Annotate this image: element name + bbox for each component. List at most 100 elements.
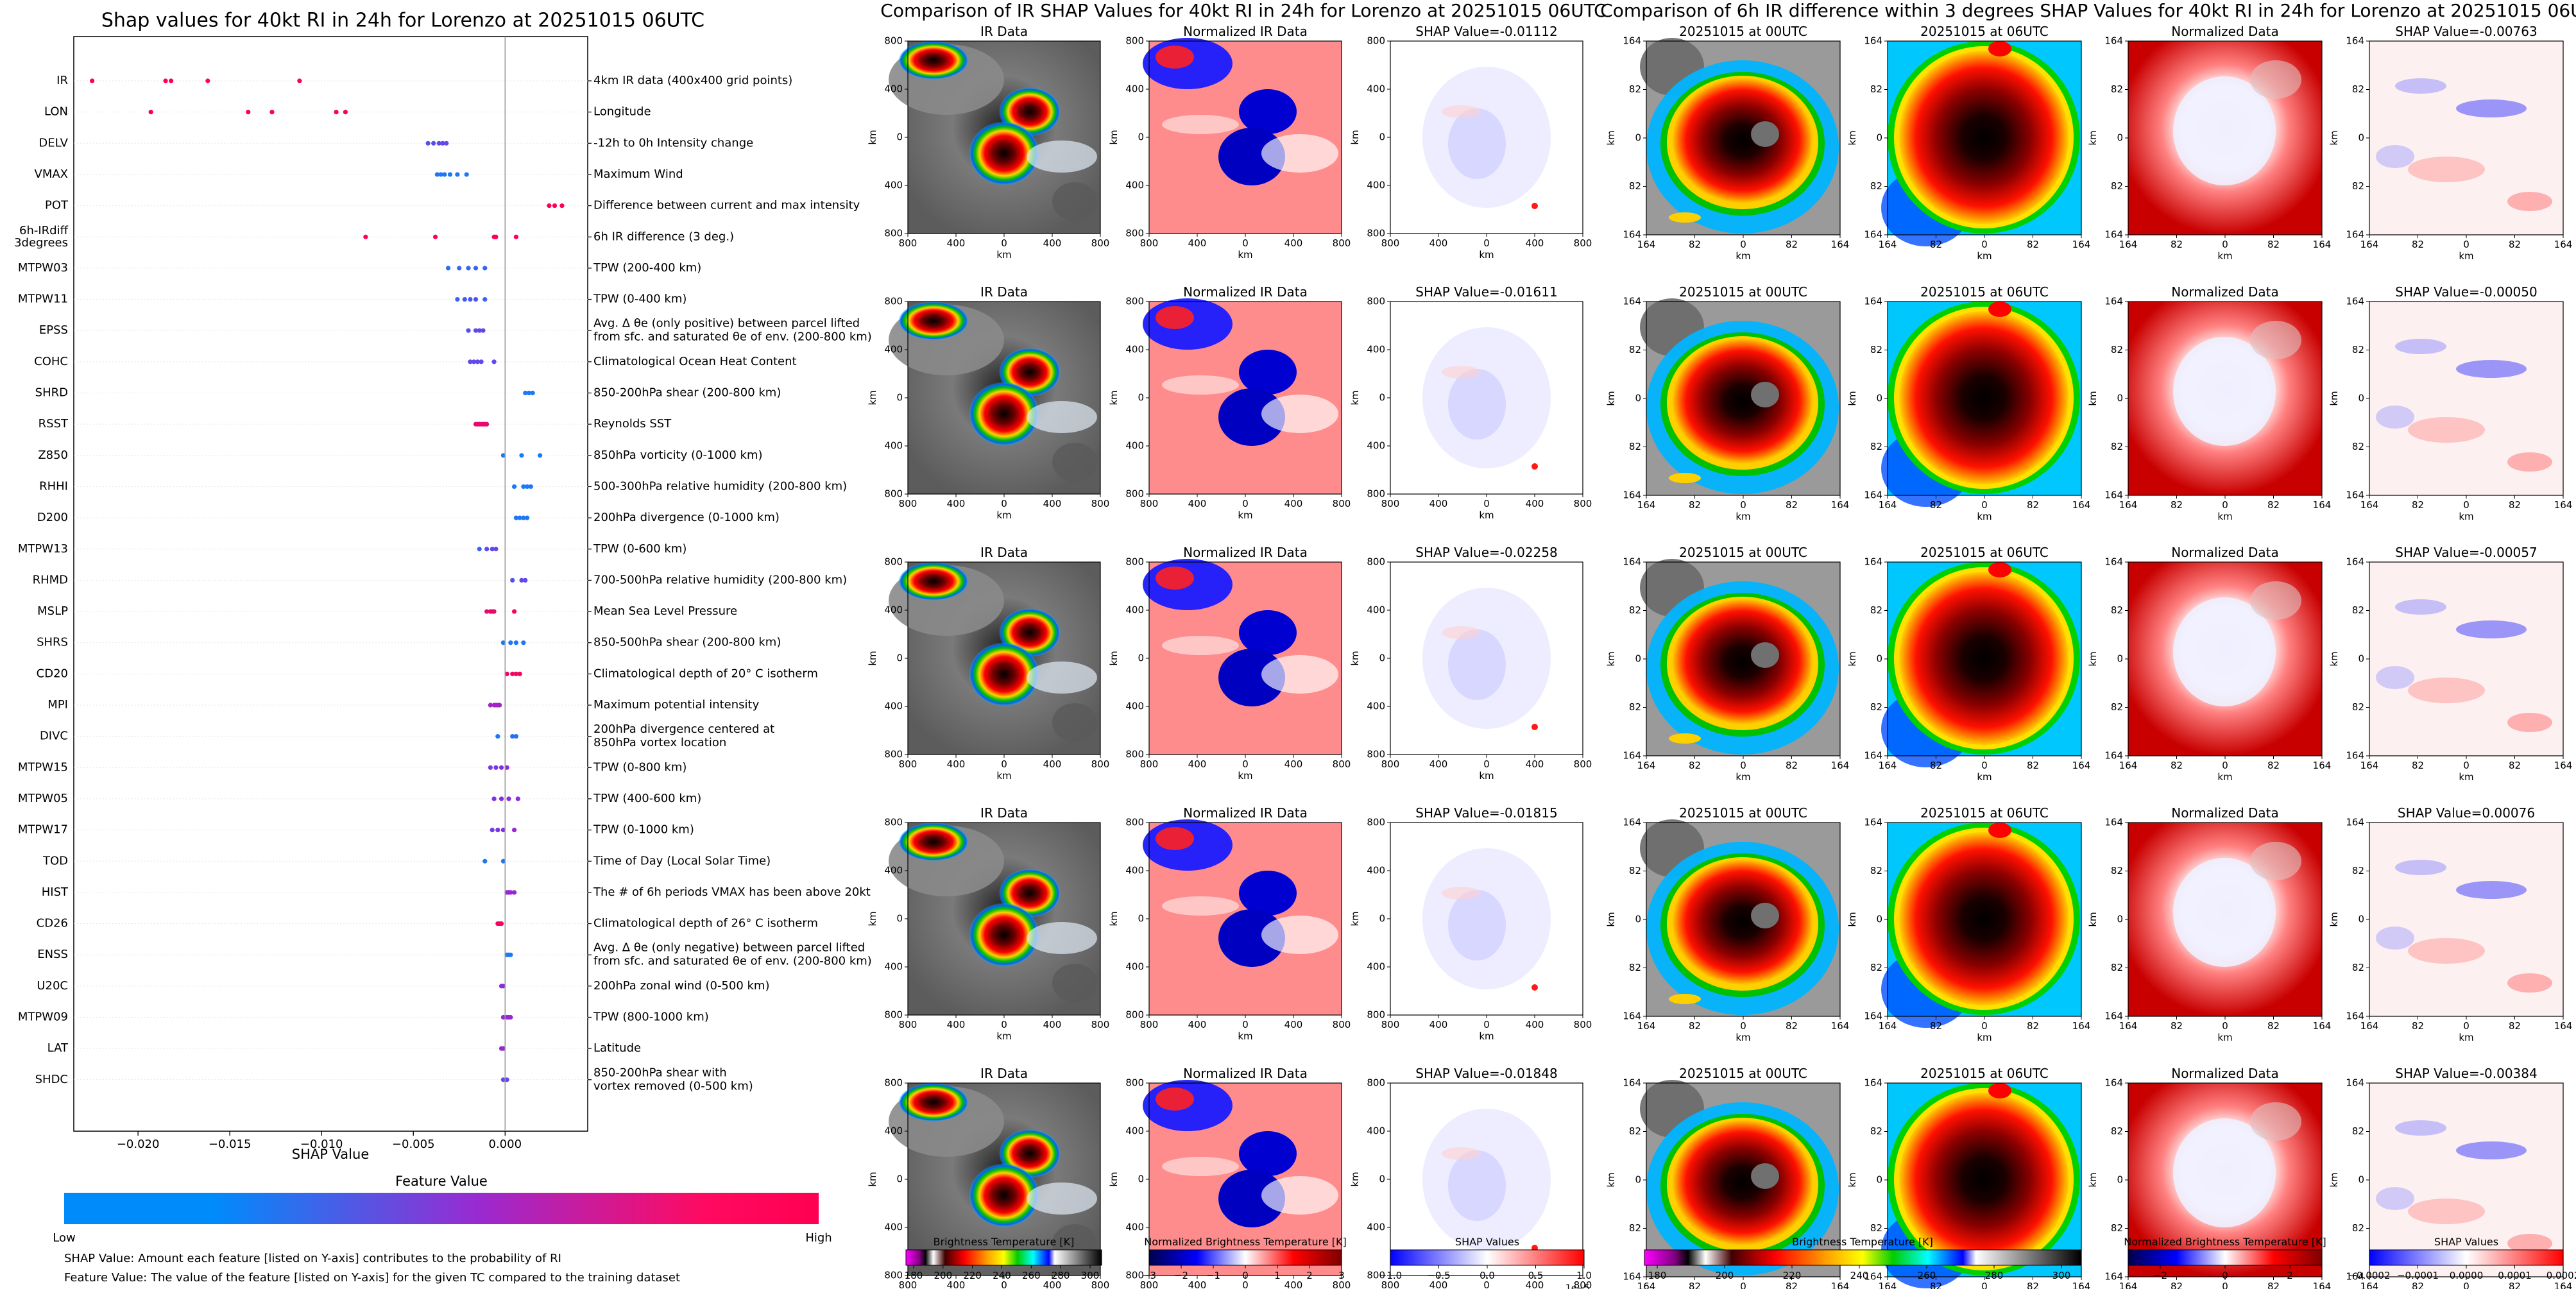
ytick-label: 82 bbox=[1870, 344, 1882, 355]
ytick-label: 800 bbox=[1367, 228, 1385, 239]
shap-point bbox=[482, 858, 488, 864]
feature-description: TPW (0-800 km) bbox=[593, 760, 687, 774]
image-feature bbox=[1669, 994, 1701, 1004]
xtick-label: 800 bbox=[1381, 1019, 1400, 1030]
x-axis-label: km bbox=[1479, 1030, 1494, 1042]
feature-row: Z850 850hPa vorticity (0-1000 km) bbox=[38, 448, 762, 462]
diff-panel-grid: 20251015 at 00UTC 164 164 82 82 0 0 82 82 164 164 k… bbox=[1605, 24, 2572, 1289]
image-feature bbox=[1218, 1170, 1285, 1227]
x-axis-label: km bbox=[1736, 511, 1750, 522]
colorbar-tick-label: 280 bbox=[1052, 1270, 1070, 1281]
ytick-label: 0 bbox=[1138, 913, 1144, 925]
panel-title: SHAP Value=-0.00384 bbox=[2395, 1066, 2537, 1081]
xtick-label: 82 bbox=[1930, 1020, 1942, 1032]
ir-comparison-section: Comparison of IR SHAP Values for 40kt RI… bbox=[867, 0, 1607, 1289]
diff-00utc-panel: 20251015 at 00UTC1641648282008282164164k… bbox=[1605, 284, 1849, 522]
ytick-label: 82 bbox=[1629, 441, 1641, 452]
panel-title: SHAP Value=-0.00763 bbox=[2395, 24, 2537, 39]
feature-row: CD20 Climatological depth of 20° C isothe… bbox=[37, 667, 818, 680]
shap-point bbox=[442, 172, 447, 177]
xtick-label: 400 bbox=[1284, 1019, 1303, 1030]
feature-description: Maximum Wind bbox=[593, 167, 683, 181]
ytick-label: 82 bbox=[1629, 701, 1641, 713]
x-axis-label: km bbox=[2217, 250, 2232, 262]
xtick-label: 0 bbox=[2222, 1020, 2228, 1032]
image-feature bbox=[1669, 733, 1701, 744]
shap-point bbox=[491, 609, 497, 614]
xtick-label: 164 bbox=[2119, 1020, 2138, 1032]
xtick-label: 82 bbox=[2267, 239, 2280, 250]
xtick-label: 164 bbox=[2072, 1020, 2091, 1032]
ytick-label: 0 bbox=[1876, 914, 1882, 925]
y-axis-label: km bbox=[2087, 391, 2099, 405]
panel-title: 20251015 at 00UTC bbox=[1679, 24, 1807, 39]
xtick-label: 164 bbox=[1879, 1020, 1897, 1032]
y-axis-label: km bbox=[1847, 651, 1858, 666]
xtick-label: 164 bbox=[2313, 499, 2332, 511]
diff-colorbar: Brightness Temperature [K] 180 200 220 240 26… bbox=[1644, 1236, 2081, 1281]
ytick-label: 164 bbox=[2346, 1011, 2364, 1022]
shap-point bbox=[462, 296, 467, 302]
xtick-label: 164 bbox=[2554, 499, 2573, 511]
panel-title: 20251015 at 00UTC bbox=[1679, 284, 1807, 300]
ir-shap-panel: SHAP Value=-0.01112800800400400004004008… bbox=[1349, 24, 1592, 260]
shap-point bbox=[521, 640, 526, 645]
image-feature bbox=[1672, 338, 1813, 464]
colorbar-tick-label: −0.5 bbox=[1427, 1270, 1450, 1281]
xtick-label: 82 bbox=[2509, 1281, 2521, 1289]
image-feature bbox=[2376, 145, 2414, 168]
xtick-label: 0 bbox=[2463, 1281, 2469, 1289]
y-axis-label: km bbox=[2328, 651, 2340, 666]
ytick-label: 0 bbox=[896, 392, 903, 404]
feature-description: -12h to 0h Intensity change bbox=[593, 136, 753, 149]
ytick-label: 164 bbox=[1623, 35, 1641, 47]
xtick-label: 0 bbox=[1740, 499, 1746, 511]
xtick-label: 800 bbox=[1140, 1019, 1159, 1030]
ytick-label: 164 bbox=[1864, 817, 1882, 828]
x-axis-label: km bbox=[1977, 511, 1992, 522]
ytick-label: 82 bbox=[1629, 180, 1641, 192]
diff-normalized-panel: Normalized Data1641648282008282164164kmk… bbox=[2087, 805, 2331, 1043]
feature-name: LON bbox=[44, 105, 68, 119]
ytick-label: 400 bbox=[884, 440, 903, 452]
image-feature bbox=[1988, 1083, 2011, 1098]
shap-x-ticks: −0.020 −0.015 −0.010 −0.005 0.000 bbox=[117, 1131, 522, 1151]
shap-point bbox=[508, 1014, 513, 1020]
ytick-label: 164 bbox=[2104, 817, 2123, 828]
ytick-label: 164 bbox=[1623, 1011, 1641, 1022]
feature-row: RSST Reynolds SST bbox=[38, 417, 672, 431]
xtick-label: 800 bbox=[1574, 1279, 1592, 1289]
y-axis-label: km bbox=[1847, 912, 1858, 926]
image-feature bbox=[1899, 832, 2068, 1005]
feature-row: CD26 Climatological depth of 26° C isothe… bbox=[37, 917, 818, 930]
panel-title: 20251015 at 06UTC bbox=[1920, 24, 2049, 39]
xtick-label: 164 bbox=[2360, 760, 2379, 771]
colorbar-low: Low bbox=[53, 1231, 75, 1245]
feature-row: LAT Latitude bbox=[47, 1041, 641, 1055]
xtick-label: 0 bbox=[1001, 1019, 1007, 1030]
panel-title: Normalized IR Data bbox=[1183, 284, 1308, 300]
panel-title: 20251015 at 06UTC bbox=[1920, 1066, 2049, 1081]
image-feature bbox=[898, 562, 969, 601]
ytick-label: 0 bbox=[2358, 1174, 2364, 1186]
xtick-label: 164 bbox=[1879, 1281, 1897, 1289]
xtick-label: 0 bbox=[1483, 758, 1490, 770]
shap-point bbox=[490, 547, 495, 552]
ytick-label: 800 bbox=[1125, 1009, 1144, 1021]
x-axis-label: km bbox=[2217, 771, 2232, 783]
xtick-label: 800 bbox=[1574, 498, 1592, 509]
shap-rows: IR 4km IR data (400x400 grid points) LON Lo… bbox=[14, 74, 872, 1093]
feature-name: MTPW13 bbox=[18, 542, 68, 556]
ytick-label: 82 bbox=[2111, 962, 2123, 973]
feature-row: U20C 200hPa zonal wind (0-500 km) bbox=[37, 979, 769, 993]
ytick-label: 0 bbox=[1876, 132, 1882, 144]
ytick-label: 164 bbox=[2346, 35, 2364, 47]
xtick-label: 800 bbox=[1381, 758, 1400, 770]
ytick-label: 800 bbox=[1367, 488, 1385, 500]
feature-row: COHC Climatological Ocean Heat Content bbox=[34, 355, 796, 368]
shap-point bbox=[205, 78, 210, 83]
panel-title: 20251015 at 06UTC bbox=[1920, 805, 2049, 821]
xtick-label: 82 bbox=[2412, 1020, 2424, 1032]
image-feature bbox=[1156, 46, 1194, 69]
